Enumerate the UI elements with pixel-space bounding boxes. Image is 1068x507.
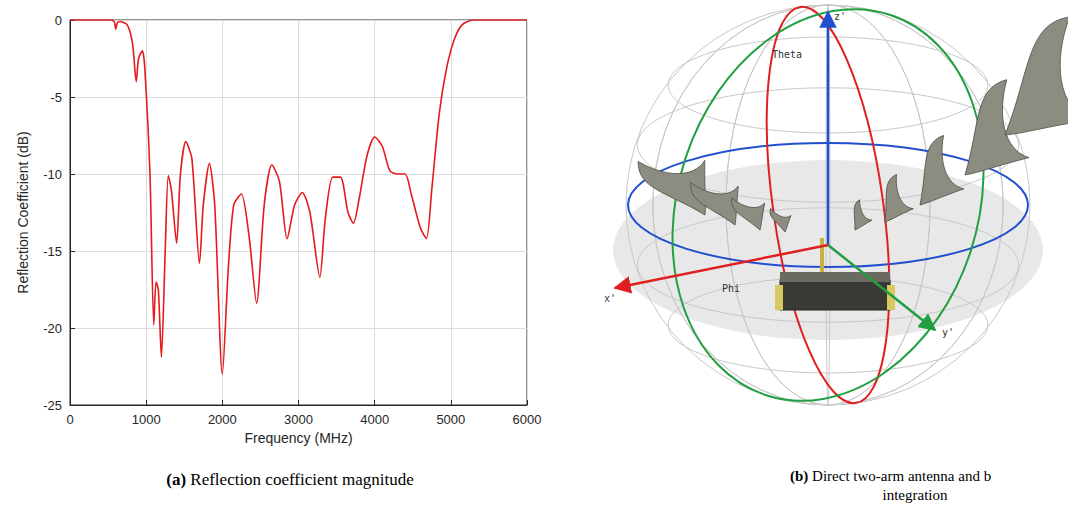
svg-text:z': z' — [834, 11, 846, 22]
svg-text:-10: -10 — [43, 167, 62, 182]
svg-text:y': y' — [942, 327, 954, 338]
svg-text:4000: 4000 — [360, 412, 389, 427]
svg-text:-20: -20 — [43, 321, 62, 336]
svg-text:-15: -15 — [43, 244, 62, 259]
svg-text:6000: 6000 — [513, 412, 542, 427]
svg-text:x': x' — [604, 293, 616, 304]
svg-text:3000: 3000 — [284, 412, 313, 427]
svg-text:1000: 1000 — [132, 412, 161, 427]
svg-text:Theta: Theta — [772, 49, 802, 60]
svg-text:-5: -5 — [50, 90, 62, 105]
html-text:integration: integration — [882, 487, 948, 503]
svg-text:0: 0 — [66, 412, 73, 427]
svg-text:Phi: Phi — [722, 283, 740, 294]
svg-text:-25: -25 — [43, 398, 62, 413]
svg-text:Frequency (MHz): Frequency (MHz) — [244, 430, 352, 446]
svg-text:5000: 5000 — [436, 412, 465, 427]
html-text:(b) Direct two-arm antenna and: (b) Direct two-arm antenna and b — [790, 468, 992, 484]
svg-text:2000: 2000 — [208, 412, 237, 427]
html-text:(a) Reflection coefficient mag: (a) Reflection coefficient magnitude — [166, 470, 414, 489]
svg-text:Reflection Coefficient (dB): Reflection Coefficient (dB) — [15, 131, 31, 293]
svg-text:0: 0 — [55, 13, 62, 28]
